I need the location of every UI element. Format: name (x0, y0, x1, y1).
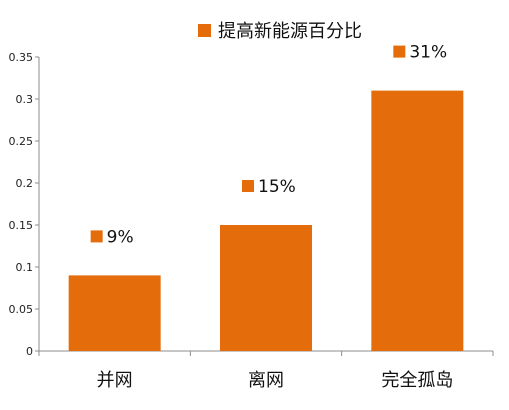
y-tick-label: 0.15 (9, 219, 34, 232)
bar (68, 275, 161, 351)
data-label-marker (242, 180, 254, 192)
y-tick-label: 0.3 (16, 93, 34, 106)
bars (68, 90, 464, 351)
x-tick-label: 完全孤岛 (381, 370, 453, 391)
data-labels: 9% 15% 31% (90, 43, 447, 247)
y-tick-label: 0.1 (16, 261, 34, 274)
data-label-marker (393, 45, 406, 58)
legend-label: 提高新能源百分比 (218, 21, 362, 42)
data-label: 9% (107, 227, 134, 247)
y-tick-label: 0.05 (9, 303, 34, 316)
x-axis-ticks: 并网 离网 完全孤岛 (38, 351, 494, 391)
y-tick-label: 0.35 (9, 51, 34, 64)
y-axis-ticks: 0 0.05 0.1 0.15 0.2 0.25 0.3 0.35 (9, 51, 39, 358)
x-tick-label: 离网 (248, 370, 284, 391)
y-tick-label: 0 (26, 345, 33, 358)
bar (220, 225, 312, 351)
y-tick-label: 0.2 (16, 177, 34, 190)
legend: 提高新能源百分比 (198, 21, 362, 42)
data-label-marker (90, 230, 103, 243)
y-tick-label: 0.25 (9, 135, 34, 148)
x-tick-label: 并网 (97, 370, 133, 391)
data-label: 31% (409, 43, 447, 63)
bar (371, 90, 464, 351)
legend-marker (198, 24, 211, 37)
data-label: 15% (258, 177, 296, 197)
